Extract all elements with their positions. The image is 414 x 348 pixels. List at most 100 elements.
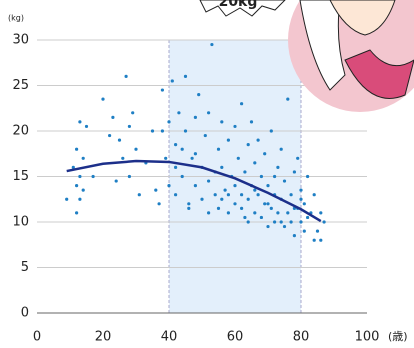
data-point: [194, 116, 197, 119]
data-point: [125, 75, 128, 78]
data-point: [306, 216, 309, 219]
data-point: [75, 211, 78, 214]
data-point: [240, 193, 243, 196]
data-point: [167, 184, 170, 187]
y-tick-label: 10: [12, 215, 29, 230]
x-tick-label: 20: [95, 330, 112, 345]
data-point: [78, 198, 81, 201]
data-point: [171, 79, 174, 82]
data-point: [128, 175, 131, 178]
data-point: [303, 202, 306, 205]
data-point: [263, 152, 266, 155]
y-tick-label: 0: [21, 306, 29, 321]
data-point: [306, 175, 309, 178]
data-point: [273, 220, 276, 223]
data-point: [220, 120, 223, 123]
data-point: [237, 157, 240, 160]
data-point: [131, 111, 134, 114]
data-point: [194, 152, 197, 155]
data-point: [313, 239, 316, 242]
data-point: [164, 157, 167, 160]
data-point: [197, 93, 200, 96]
data-point: [247, 198, 250, 201]
data-point: [319, 239, 322, 242]
data-point: [108, 134, 111, 137]
data-point: [266, 225, 269, 228]
data-point: [75, 148, 78, 151]
data-point: [227, 193, 230, 196]
data-point: [224, 189, 227, 192]
data-point: [200, 198, 203, 201]
y-tick-label: 25: [12, 78, 29, 93]
data-point: [85, 125, 88, 128]
data-point: [240, 207, 243, 210]
data-point: [253, 211, 256, 214]
data-point: [177, 111, 180, 114]
data-point: [260, 216, 263, 219]
data-point: [253, 161, 256, 164]
annotation: 20kg: [219, 0, 258, 10]
data-point: [319, 211, 322, 214]
data-point: [92, 175, 95, 178]
data-point: [233, 202, 236, 205]
data-point: [111, 116, 114, 119]
data-point: [78, 120, 81, 123]
data-point: [247, 143, 250, 146]
chart: 051015202530020406080100 20kg (kg) (歳): [0, 0, 414, 348]
data-point: [134, 148, 137, 151]
data-point: [204, 134, 207, 137]
x-tick-label: 80: [293, 330, 310, 345]
data-point: [118, 139, 121, 142]
data-point: [65, 198, 68, 201]
data-point: [227, 211, 230, 214]
data-point: [253, 189, 256, 192]
data-point: [138, 193, 141, 196]
y-tick-label: 15: [12, 169, 29, 184]
data-point: [191, 157, 194, 160]
data-point: [316, 230, 319, 233]
data-point: [233, 184, 236, 187]
data-point: [174, 193, 177, 196]
data-point: [184, 75, 187, 78]
data-point: [247, 220, 250, 223]
data-point: [257, 139, 260, 142]
data-point: [276, 166, 279, 169]
data-point: [286, 211, 289, 214]
data-point: [161, 88, 164, 91]
data-point: [78, 175, 81, 178]
data-point: [220, 166, 223, 169]
data-point: [214, 193, 217, 196]
data-point: [286, 98, 289, 101]
data-point: [217, 148, 220, 151]
data-point: [290, 220, 293, 223]
data-point: [313, 193, 316, 196]
data-point: [161, 129, 164, 132]
y-tick-label: 30: [12, 33, 29, 48]
data-point: [207, 211, 210, 214]
data-point: [270, 129, 273, 132]
data-point: [151, 129, 154, 132]
data-point: [207, 111, 210, 114]
y-tick-label: 5: [21, 260, 29, 275]
data-point: [293, 234, 296, 237]
y-unit: (kg): [8, 14, 24, 23]
data-point: [220, 198, 223, 201]
data-point: [115, 179, 118, 182]
data-point: [299, 220, 302, 223]
x-tick-label: 0: [33, 330, 41, 345]
data-point: [243, 216, 246, 219]
data-point: [263, 202, 266, 205]
data-point: [323, 220, 326, 223]
x-unit: (歳): [388, 330, 408, 343]
y-tick-label: 20: [12, 124, 29, 139]
data-point: [75, 184, 78, 187]
data-point: [273, 175, 276, 178]
data-point: [187, 207, 190, 210]
data-point: [283, 225, 286, 228]
data-point: [243, 170, 246, 173]
data-point: [283, 179, 286, 182]
data-point: [210, 43, 213, 46]
data-point: [184, 129, 187, 132]
data-point: [296, 157, 299, 160]
data-point: [293, 170, 296, 173]
